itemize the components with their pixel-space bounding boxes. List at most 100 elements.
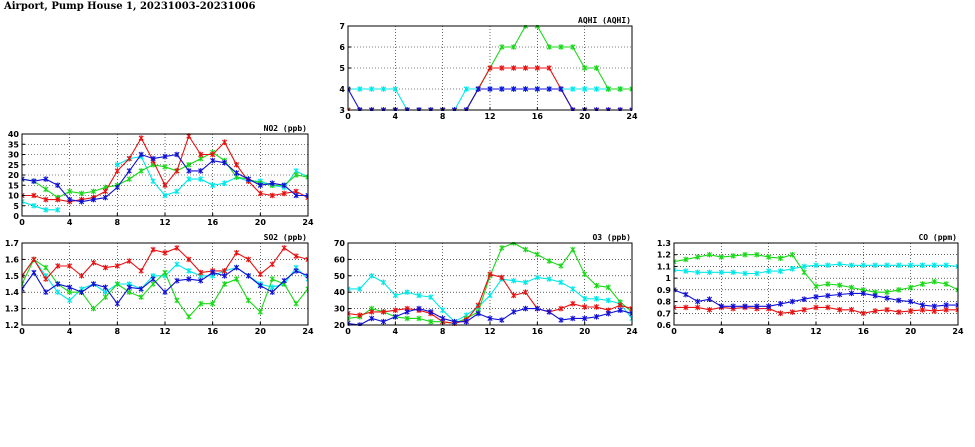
chart-title: NO2 (ppb) — [264, 124, 307, 133]
data-point — [570, 315, 576, 322]
data-point — [416, 292, 422, 299]
data-point — [943, 281, 949, 287]
data-point — [90, 196, 97, 203]
data-point — [801, 296, 807, 303]
data-point — [522, 305, 529, 312]
data-point — [872, 292, 878, 299]
tick-label-y: 0 — [13, 212, 19, 221]
data-point — [150, 155, 156, 162]
data-point — [126, 258, 132, 264]
data-point — [55, 196, 61, 203]
data-point — [67, 297, 73, 304]
tick-label-x: 24 — [952, 327, 964, 336]
tick-label-y: 20 — [334, 321, 346, 330]
data-point — [777, 301, 784, 307]
tick-label-y: 30 — [8, 151, 20, 160]
data-point — [522, 86, 529, 92]
data-point — [305, 192, 308, 199]
data-point — [55, 182, 61, 189]
tick-label-x: 12 — [159, 327, 170, 336]
series-line — [22, 201, 58, 211]
data-point — [348, 286, 351, 292]
data-point — [872, 262, 878, 269]
data-point — [546, 44, 552, 50]
data-point — [546, 276, 552, 282]
data-point — [582, 304, 588, 310]
data-point — [730, 303, 736, 310]
data-point — [392, 314, 398, 320]
data-point — [221, 180, 228, 186]
data-point — [955, 306, 958, 313]
data-point — [896, 309, 902, 315]
tick-label-y: 1 — [665, 274, 671, 283]
data-point — [908, 284, 914, 291]
data-point — [825, 304, 831, 311]
data-point — [695, 269, 701, 276]
data-point — [463, 86, 469, 92]
data-point — [186, 168, 192, 174]
data-point — [162, 250, 168, 256]
data-point — [629, 86, 632, 92]
chart-title: AQHI (AQHI) — [578, 16, 631, 25]
data-point — [919, 262, 926, 269]
data-point — [593, 304, 600, 310]
data-point — [813, 304, 819, 311]
data-point — [114, 168, 120, 174]
data-point — [582, 315, 588, 322]
series-3 — [22, 264, 308, 307]
data-point — [269, 289, 275, 295]
data-point — [837, 306, 843, 313]
tick-label-x: 12 — [484, 112, 495, 121]
data-point — [629, 305, 632, 312]
data-point — [813, 262, 819, 269]
data-point — [872, 308, 878, 314]
data-point — [766, 303, 772, 310]
data-point — [860, 310, 866, 317]
data-point — [126, 176, 132, 182]
data-point — [357, 312, 363, 318]
data-point — [511, 44, 517, 50]
data-point — [357, 86, 363, 92]
chart-co: 0 4 8 12 16 20 24 0.6 0.7 0.8 0.9 1 1.1 1.2 1.3 CO (ppm… — [657, 233, 964, 336]
data-point — [348, 107, 351, 111]
data-point — [245, 297, 252, 304]
data-point — [570, 246, 576, 253]
data-point — [90, 188, 97, 195]
data-point — [955, 287, 958, 293]
data-point — [848, 262, 855, 269]
data-point — [801, 269, 807, 276]
data-point — [269, 284, 275, 291]
data-point — [499, 245, 505, 251]
tick-label-x: 12 — [484, 327, 495, 336]
series-3 — [348, 305, 632, 326]
data-point — [67, 284, 73, 291]
data-point — [766, 254, 772, 260]
chart-o3: 0 4 8 12 16 20 24 20 30 40 50 60 70 O3 (ppb) — [334, 233, 638, 336]
data-point — [730, 253, 736, 259]
tick-label-y: 1.3 — [5, 305, 19, 314]
tick-label-x: 24 — [626, 327, 638, 336]
data-point — [931, 278, 937, 285]
data-point — [558, 44, 564, 50]
data-point — [955, 302, 958, 308]
data-point — [233, 170, 240, 176]
tick-label-y: 0.8 — [657, 298, 672, 307]
data-point — [570, 44, 576, 50]
data-point — [102, 294, 109, 300]
data-point — [896, 297, 902, 304]
data-point — [428, 309, 434, 315]
data-point — [522, 65, 529, 71]
tick-label-x: 20 — [579, 112, 591, 121]
data-point — [221, 159, 228, 166]
data-point — [102, 264, 109, 271]
data-point — [706, 306, 713, 313]
data-point — [683, 256, 689, 263]
data-point — [511, 277, 517, 284]
data-point — [210, 300, 216, 307]
data-point — [90, 259, 97, 266]
data-point — [114, 184, 120, 191]
chart-title: O3 (ppb) — [592, 233, 631, 242]
data-point — [718, 269, 724, 276]
data-point — [245, 273, 252, 279]
data-point — [162, 164, 168, 170]
